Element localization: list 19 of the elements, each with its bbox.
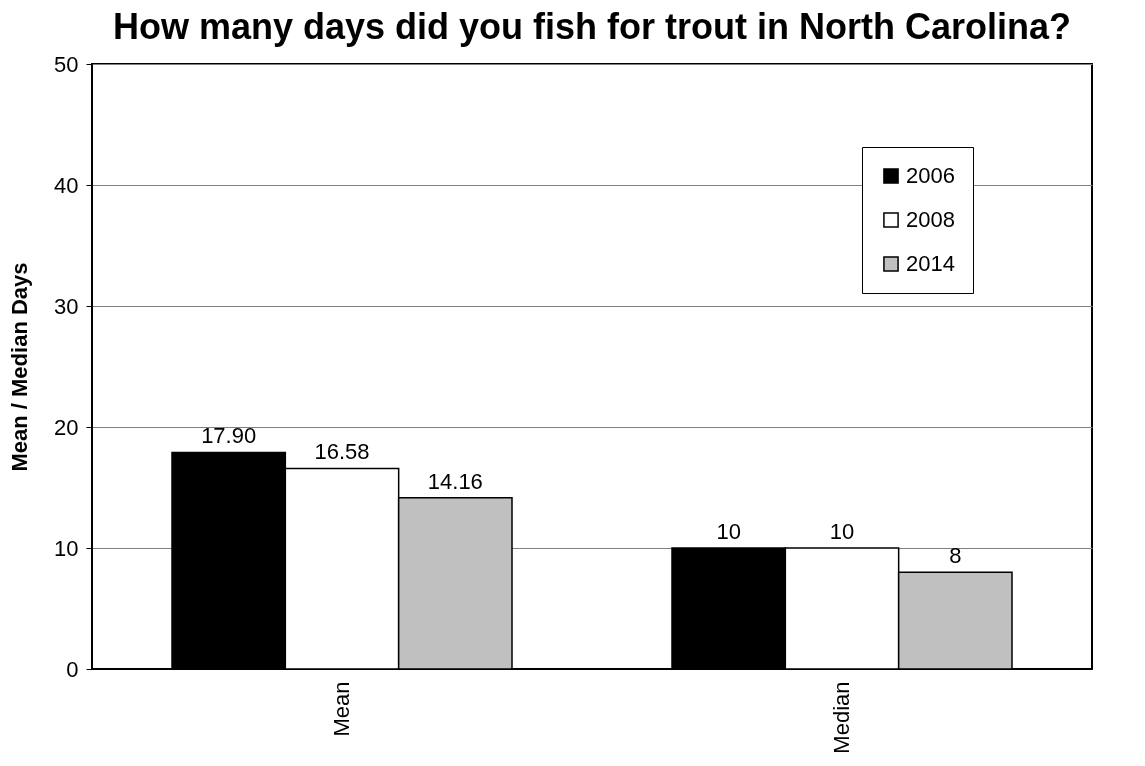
x-tick-label: Mean	[329, 681, 354, 737]
data-label: 10	[829, 519, 855, 544]
y-tick-label: 50	[54, 51, 79, 77]
chart-title: How many days did you fish for trout in North Carolina?	[112, 6, 1072, 47]
y-tick-label: 10	[54, 535, 79, 561]
data-label: 14.16	[427, 468, 483, 494]
legend-label: 2006	[906, 163, 955, 188]
y-tick-label: 0	[66, 656, 79, 682]
data-label: 8	[949, 543, 962, 569]
data-label: 17.90	[201, 423, 257, 449]
y-tick-label: 20	[54, 414, 79, 440]
x-tick-label: Median	[829, 681, 854, 754]
data-label: 16.58	[314, 439, 370, 465]
legend-label: 2008	[906, 207, 955, 232]
legend-label: 2014	[906, 251, 955, 276]
y-axis-title: Mean / Median Days	[7, 262, 33, 472]
y-tick-label: 40	[54, 172, 79, 198]
data-label: 10	[716, 519, 741, 544]
y-tick-label: 30	[54, 293, 79, 319]
